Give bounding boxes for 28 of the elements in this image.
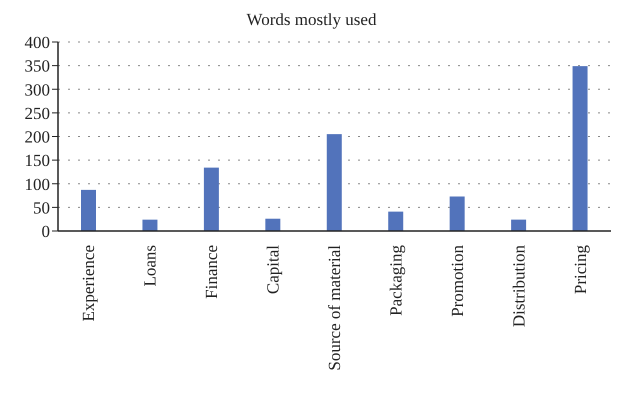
y-tick-label: 50 (33, 198, 50, 218)
y-tick-label: 100 (24, 174, 50, 194)
x-tick-label: Experience (79, 245, 98, 322)
y-tick-label: 250 (24, 104, 50, 123)
y-tick-label: 150 (24, 151, 50, 170)
x-tick-label: Finance (202, 245, 222, 299)
x-tick-label: Loans (140, 245, 160, 287)
x-tick-label: Source of material (325, 244, 344, 371)
bar (265, 218, 280, 231)
bar (450, 196, 465, 231)
y-tick-label: 0 (42, 222, 50, 242)
y-tick-label: 200 (24, 128, 50, 147)
x-tick-label: Packaging (386, 244, 406, 316)
y-tick-label: 400 (24, 33, 50, 52)
x-tick-label: Pricing (570, 244, 590, 294)
y-tick-label: 350 (24, 56, 50, 76)
x-tick-label: Capital (264, 244, 283, 294)
bar (326, 134, 342, 231)
bar (511, 220, 526, 231)
chart-title: Words mostly used (246, 9, 378, 31)
bar (388, 212, 404, 231)
bar (572, 66, 588, 231)
y-tick-label: 300 (24, 80, 50, 100)
x-tick-label: Distribution (509, 244, 528, 328)
bar (204, 168, 219, 231)
bar (142, 220, 158, 231)
x-tick-label: Promotion (448, 244, 467, 317)
bar (81, 190, 96, 231)
